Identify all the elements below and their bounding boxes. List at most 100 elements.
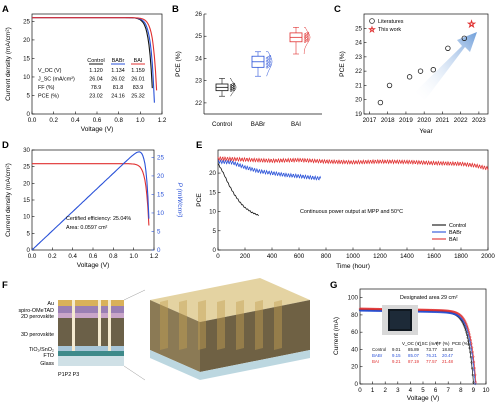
panel-g-x-tick-label: 8 [459, 387, 463, 394]
panel-a-x-tick-label: 0.8 [114, 117, 123, 124]
panel-a-x-tick-label: 0.2 [49, 117, 58, 124]
panel-a-table-cell: 25.32 [131, 94, 145, 100]
panel-a-table-row-label: PCE (%) [38, 94, 59, 100]
panel-a-table-cell: 78.9 [91, 85, 102, 91]
module-stripe [217, 300, 225, 350]
panel-a-y-tick-label: 10 [23, 74, 30, 81]
data-point [305, 32, 308, 35]
panel-g-x-tick-label: 7 [446, 387, 450, 394]
panel-e-x-ticks: 0 200 400 600 800 1000 1200 1400 1600 1800 2000 [216, 247, 495, 260]
zoom-line-top [123, 289, 146, 301]
photo-active-area [390, 311, 410, 329]
stability-curve-control [217, 163, 259, 217]
data-point [303, 35, 307, 39]
layer-spiro [58, 306, 124, 313]
panel-c-x-tick-label: 2020 [417, 117, 431, 124]
module-stripe [198, 300, 206, 350]
layer-au [58, 300, 124, 306]
panel-g-y-tick-label: 80 [351, 312, 358, 319]
legend-label-bai: BAI [449, 237, 458, 243]
data-point [305, 39, 308, 43]
panel-e-x-tick-label: 800 [321, 253, 332, 260]
panel-a-table-row-label: V_OC (V) [38, 68, 62, 74]
panel-e-x-tick-label: 600 [294, 253, 305, 260]
panel-g-table-cell: 87.19 [408, 359, 420, 364]
panel-a-letter: A [2, 4, 9, 15]
legend-this-work-label: This work [378, 27, 401, 33]
panel-c-y-tick-label: 22 [355, 68, 362, 75]
panel-b-boxes: Control BABr BAI [212, 27, 311, 128]
data-point [265, 57, 269, 60]
panel-c-y-tick-label: 20 [355, 97, 362, 104]
panel-d-yr-tick-label: 15 [157, 191, 164, 198]
panel-g-table-row-label: Control [372, 347, 386, 352]
panel-d-ylabel: Current density (mA/cm²) [5, 163, 12, 237]
iv-point-control [461, 321, 464, 324]
iv-point-bai [464, 320, 467, 323]
panel-e-x-tick-label: 2000 [481, 253, 495, 260]
panel-a-ylabel: Current density (mA/cm²) [5, 27, 12, 101]
panel-a-table-cell: 24.16 [111, 94, 125, 100]
panel-c-letter: C [334, 4, 341, 15]
iv-point-bai [458, 313, 461, 316]
panel-b-category-label: Control [212, 121, 232, 128]
panel-d-y-tick-label: 10 [23, 214, 30, 221]
panel-a-table-row-label: J_SC (mA/cm²) [38, 77, 75, 83]
panel-d-x-tick-label: 1.2 [150, 253, 159, 260]
panel-c-y-tick-label: 21 [355, 82, 362, 89]
panel-d-x-tick-label: 0.8 [109, 253, 118, 260]
panel-c-points: ☆ [377, 19, 476, 106]
panel-a-x-tick-label: 0.6 [93, 117, 102, 124]
panel-g-table-cell: 20.47 [442, 353, 454, 358]
panel-b-y-tick-label: 24 [195, 55, 202, 62]
panel-a-table-cell: 83.9 [133, 85, 144, 91]
layer-label: 2D perovskite [21, 314, 54, 320]
panel-e-x-tick-label: 400 [267, 253, 278, 260]
panel-a-y-tick-label: 15 [23, 55, 30, 62]
panel-a-table-cell: 1.159 [131, 68, 145, 74]
panel-g-table-cell: 76.21 [426, 353, 438, 358]
panel-a-y-tick-label: 25 [23, 18, 30, 25]
panel-g-table-cell: 77.57 [426, 359, 438, 364]
distribution-curve [229, 78, 237, 97]
literature-point [386, 82, 393, 89]
panel-c-y-tick-label: 19 [355, 111, 362, 118]
distribution-curve [303, 27, 311, 55]
panel-d-letter: D [2, 140, 9, 151]
panel-g-table-cell: 21.48 [442, 359, 454, 364]
panel-d-y-ticks: 0 5 10 15 20 25 30 [23, 147, 35, 254]
panel-g-table-cell: 9.01 [392, 347, 401, 352]
legend-this-work-marker: ☆ [369, 25, 376, 34]
panel-c-legend: Literatures ☆ This work [368, 18, 404, 34]
data-point [267, 65, 270, 68]
panel-g-table-header: FF (%) [436, 341, 450, 346]
panel-e-y-tick-label: 0 [213, 247, 217, 254]
panel-a-table-header: BABr [112, 58, 125, 64]
data-point [267, 59, 270, 62]
panel-d-yr-tick-label: 10 [157, 210, 164, 217]
panel-a-table-cell: 26.04 [89, 77, 103, 83]
panel-d-y-tick-label: 15 [23, 197, 30, 204]
panel-g-table-row-label: BAI [372, 359, 379, 364]
layer-label: spiro-OMeTAD [18, 308, 54, 314]
data-point [265, 60, 269, 63]
zoom-line-bottom [123, 365, 146, 381]
data-point [268, 64, 272, 67]
data-point [265, 66, 269, 69]
panel-d-ylabel-right: P (mW/cm²) [176, 183, 183, 218]
panel-g-x-tick-label: 2 [383, 387, 387, 394]
panel-c-x-tick-label: 2019 [399, 117, 413, 124]
panel-e-x-tick-label: 1600 [427, 253, 441, 260]
panel-g-xlabel: Voltage (V) [407, 395, 440, 402]
panel-a-x-tick-label: 1.2 [158, 117, 167, 124]
panel-g-y-tick-label: 0 [355, 381, 359, 388]
panel-b-category-label: BABr [251, 121, 265, 128]
panel-e-axes-frame [217, 149, 489, 251]
panel-g-table-cell: 18.82 [442, 347, 454, 352]
data-point [268, 61, 272, 64]
panel-g-ylabel: Current (mA) [333, 317, 340, 355]
panel-d-y-tick-label: 30 [23, 147, 30, 154]
panel-c-trend-arrow [415, 32, 477, 100]
